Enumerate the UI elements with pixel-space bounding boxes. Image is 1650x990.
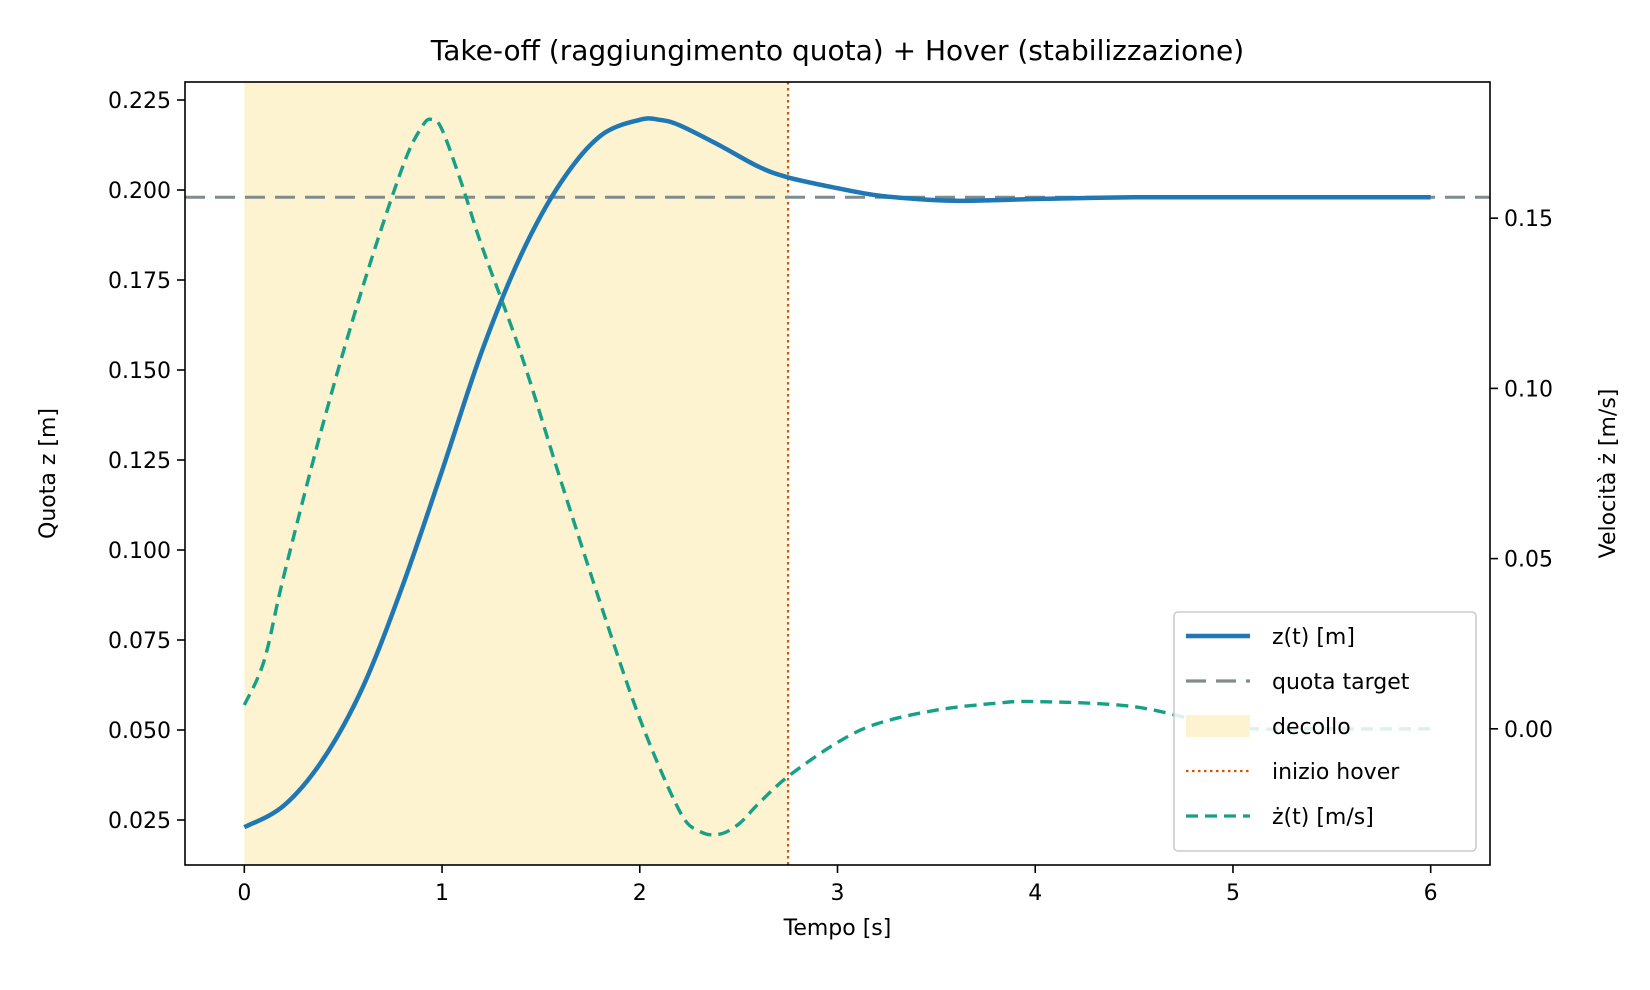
legend-label: z(t) [m] xyxy=(1272,625,1355,650)
y-right-tick-label: 0.15 xyxy=(1504,207,1553,232)
takeoff-shaded-region-layer xyxy=(244,82,789,865)
legend-label: inizio hover xyxy=(1272,760,1400,785)
x-tick-label: 1 xyxy=(435,881,449,906)
ticks-layer: 0 1 2 3 4 5 6 0.025 0.050 0.075 0.100 0.125 0.150 0.1… xyxy=(108,89,1553,906)
y-left-tick-label: 0.150 xyxy=(108,359,171,384)
y-left-axis-label: Quota z [m] xyxy=(36,408,61,539)
series-layer xyxy=(185,116,1490,837)
y-right-tick-label: 0.10 xyxy=(1504,377,1553,402)
legend-swatch xyxy=(1186,715,1250,737)
legend-label: decollo xyxy=(1272,715,1351,740)
y-right-axis-label: Velocità ż [m/s] xyxy=(1596,389,1621,559)
x-tick-label: 0 xyxy=(237,881,251,906)
y-left-tick-label: 0.125 xyxy=(108,449,171,474)
y-right-tick-label: 0.05 xyxy=(1504,548,1553,573)
x-tick-label: 4 xyxy=(1028,881,1042,906)
y-left-tick-label: 0.200 xyxy=(108,179,171,204)
x-axis-label: Tempo [s] xyxy=(783,916,892,941)
y-left-tick-label: 0.025 xyxy=(108,809,171,834)
y-left-tick-label: 0.050 xyxy=(108,719,171,744)
x-tick-label: 6 xyxy=(1424,881,1438,906)
legend-label: ż(t) [m/s] xyxy=(1272,805,1374,830)
altitude-series-line xyxy=(243,116,1431,830)
takeoff-region xyxy=(244,82,789,865)
velocity-series-line xyxy=(242,117,1431,837)
x-tick-label: 5 xyxy=(1226,881,1240,906)
chart-title: Take-off (raggiungimento quota) + Hover … xyxy=(430,34,1244,67)
legend: z(t) [m] quota target decollo inizio hover ż… xyxy=(1173,611,1477,852)
y-left-tick-label: 0.100 xyxy=(108,539,171,564)
x-tick-label: 3 xyxy=(831,881,845,906)
legend-box xyxy=(1173,611,1477,852)
x-tick-label: 2 xyxy=(633,881,647,906)
legend-label: quota target xyxy=(1272,670,1410,695)
y-right-tick-label: 0.00 xyxy=(1504,718,1553,743)
y-left-tick-label: 0.175 xyxy=(108,269,171,294)
y-left-tick-label: 0.225 xyxy=(108,89,171,114)
y-left-tick-label: 0.075 xyxy=(108,629,171,654)
